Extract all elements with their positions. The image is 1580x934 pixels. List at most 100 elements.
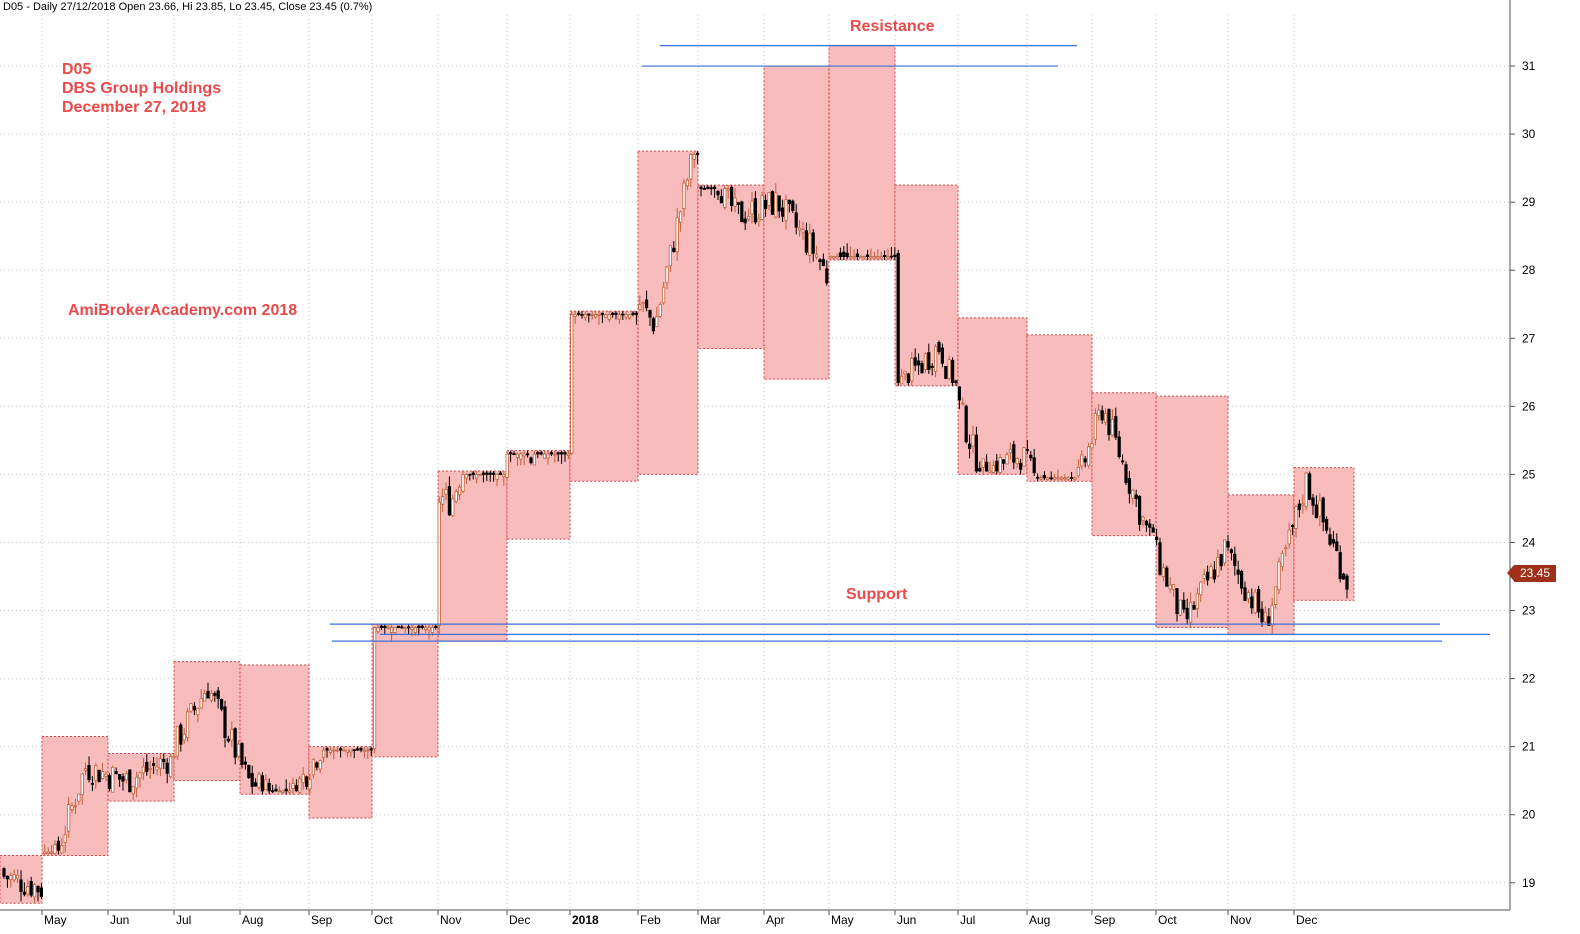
candle-body bbox=[866, 254, 870, 258]
candle-body bbox=[753, 198, 758, 223]
candle-body bbox=[53, 844, 57, 854]
candle-body bbox=[900, 375, 904, 385]
candle-body bbox=[631, 312, 635, 315]
candle-body bbox=[944, 365, 948, 379]
resistance-label: Resistance bbox=[850, 18, 935, 35]
candle-body bbox=[991, 465, 996, 473]
candle-body bbox=[818, 259, 822, 263]
candle-body bbox=[257, 773, 261, 788]
candle-body bbox=[1328, 534, 1332, 545]
candle-body bbox=[440, 496, 445, 505]
x-tick-label: Oct bbox=[374, 913, 393, 927]
y-tick-label: 25 bbox=[1522, 467, 1536, 481]
company-label: DBS Group Holdings bbox=[62, 80, 222, 97]
candle-body bbox=[298, 778, 302, 793]
y-tick-label: 20 bbox=[1522, 808, 1536, 822]
candle-body bbox=[179, 724, 183, 745]
candle-body bbox=[410, 627, 414, 630]
candle-body bbox=[413, 627, 418, 633]
candle-body bbox=[359, 748, 363, 751]
candle-body bbox=[264, 779, 268, 791]
candle-body bbox=[668, 245, 673, 267]
candle-body bbox=[447, 486, 452, 516]
candle-body bbox=[699, 186, 703, 189]
candle-body bbox=[515, 453, 520, 458]
candle-body bbox=[1277, 561, 1281, 591]
candle-body bbox=[736, 202, 741, 205]
candle-body bbox=[934, 346, 938, 372]
month-range-box bbox=[371, 623, 439, 758]
candle-body bbox=[791, 200, 795, 211]
candle-body bbox=[206, 690, 210, 699]
candle-body bbox=[713, 186, 717, 189]
candle-body bbox=[842, 251, 846, 258]
candle-body bbox=[253, 782, 258, 787]
candle-body bbox=[1158, 542, 1162, 575]
candle-body bbox=[1284, 547, 1288, 550]
candle-body bbox=[719, 196, 724, 204]
candle-body bbox=[607, 314, 611, 320]
candle-body bbox=[879, 256, 883, 259]
candle-body bbox=[641, 301, 645, 304]
candle-body bbox=[338, 748, 343, 751]
candle-body bbox=[386, 627, 390, 630]
candle-body bbox=[1042, 475, 1046, 479]
candle-body bbox=[876, 256, 880, 259]
candle-body bbox=[886, 256, 890, 259]
candle-body bbox=[706, 186, 710, 189]
candle-body bbox=[645, 299, 649, 309]
candle-body bbox=[1107, 409, 1111, 436]
candle-body bbox=[522, 453, 526, 457]
candle-body bbox=[230, 729, 234, 741]
candle-body bbox=[1124, 464, 1128, 484]
candle-body bbox=[968, 443, 972, 449]
candle-body bbox=[270, 790, 275, 793]
candle-body bbox=[1134, 494, 1138, 500]
candle-body bbox=[250, 772, 254, 787]
month-range-box bbox=[41, 735, 109, 857]
date-label: December 27, 2018 bbox=[62, 99, 207, 116]
title-annotation: D05 DBS Group Holdings December 27, 2018 bbox=[62, 60, 221, 117]
candle-body bbox=[889, 255, 894, 258]
candle-body bbox=[138, 772, 142, 779]
candle-body bbox=[145, 761, 149, 772]
candle-body bbox=[784, 199, 788, 221]
candle-body bbox=[1076, 466, 1080, 477]
candle-body bbox=[1304, 472, 1308, 507]
candle-body bbox=[679, 211, 683, 223]
candle-body bbox=[872, 256, 877, 259]
candle-body bbox=[70, 805, 74, 810]
candle-body bbox=[189, 703, 193, 712]
candle-body bbox=[1270, 604, 1274, 626]
candle-body bbox=[845, 252, 849, 258]
candle-body bbox=[124, 773, 128, 781]
candle-body bbox=[811, 232, 815, 254]
candle-body bbox=[995, 460, 999, 472]
candle-body bbox=[355, 748, 360, 751]
x-tick-label: Jun bbox=[897, 913, 916, 927]
candle-body bbox=[437, 501, 441, 626]
candle-body bbox=[162, 758, 166, 763]
y-tick-label: 24 bbox=[1522, 535, 1536, 549]
candle-body bbox=[94, 765, 98, 781]
candle-body bbox=[825, 268, 829, 284]
candle-body bbox=[1053, 477, 1057, 480]
candle-body bbox=[485, 472, 489, 475]
candle-body bbox=[369, 748, 373, 751]
candle-body bbox=[1223, 539, 1227, 564]
candle-body bbox=[893, 254, 897, 258]
candle-body bbox=[526, 453, 530, 456]
candle-body bbox=[1236, 569, 1240, 575]
candle-body bbox=[801, 229, 805, 233]
month-range-box bbox=[506, 450, 571, 540]
y-tick-label: 27 bbox=[1522, 331, 1536, 345]
candle-body bbox=[549, 452, 554, 455]
candle-body bbox=[1114, 416, 1118, 438]
y-tick-label: 26 bbox=[1522, 399, 1536, 413]
candle-body bbox=[474, 474, 479, 479]
candle-body bbox=[1280, 552, 1284, 568]
candle-body bbox=[1243, 587, 1247, 601]
candle-body bbox=[301, 773, 305, 783]
candle-body bbox=[332, 749, 336, 752]
candle-body bbox=[19, 879, 23, 892]
